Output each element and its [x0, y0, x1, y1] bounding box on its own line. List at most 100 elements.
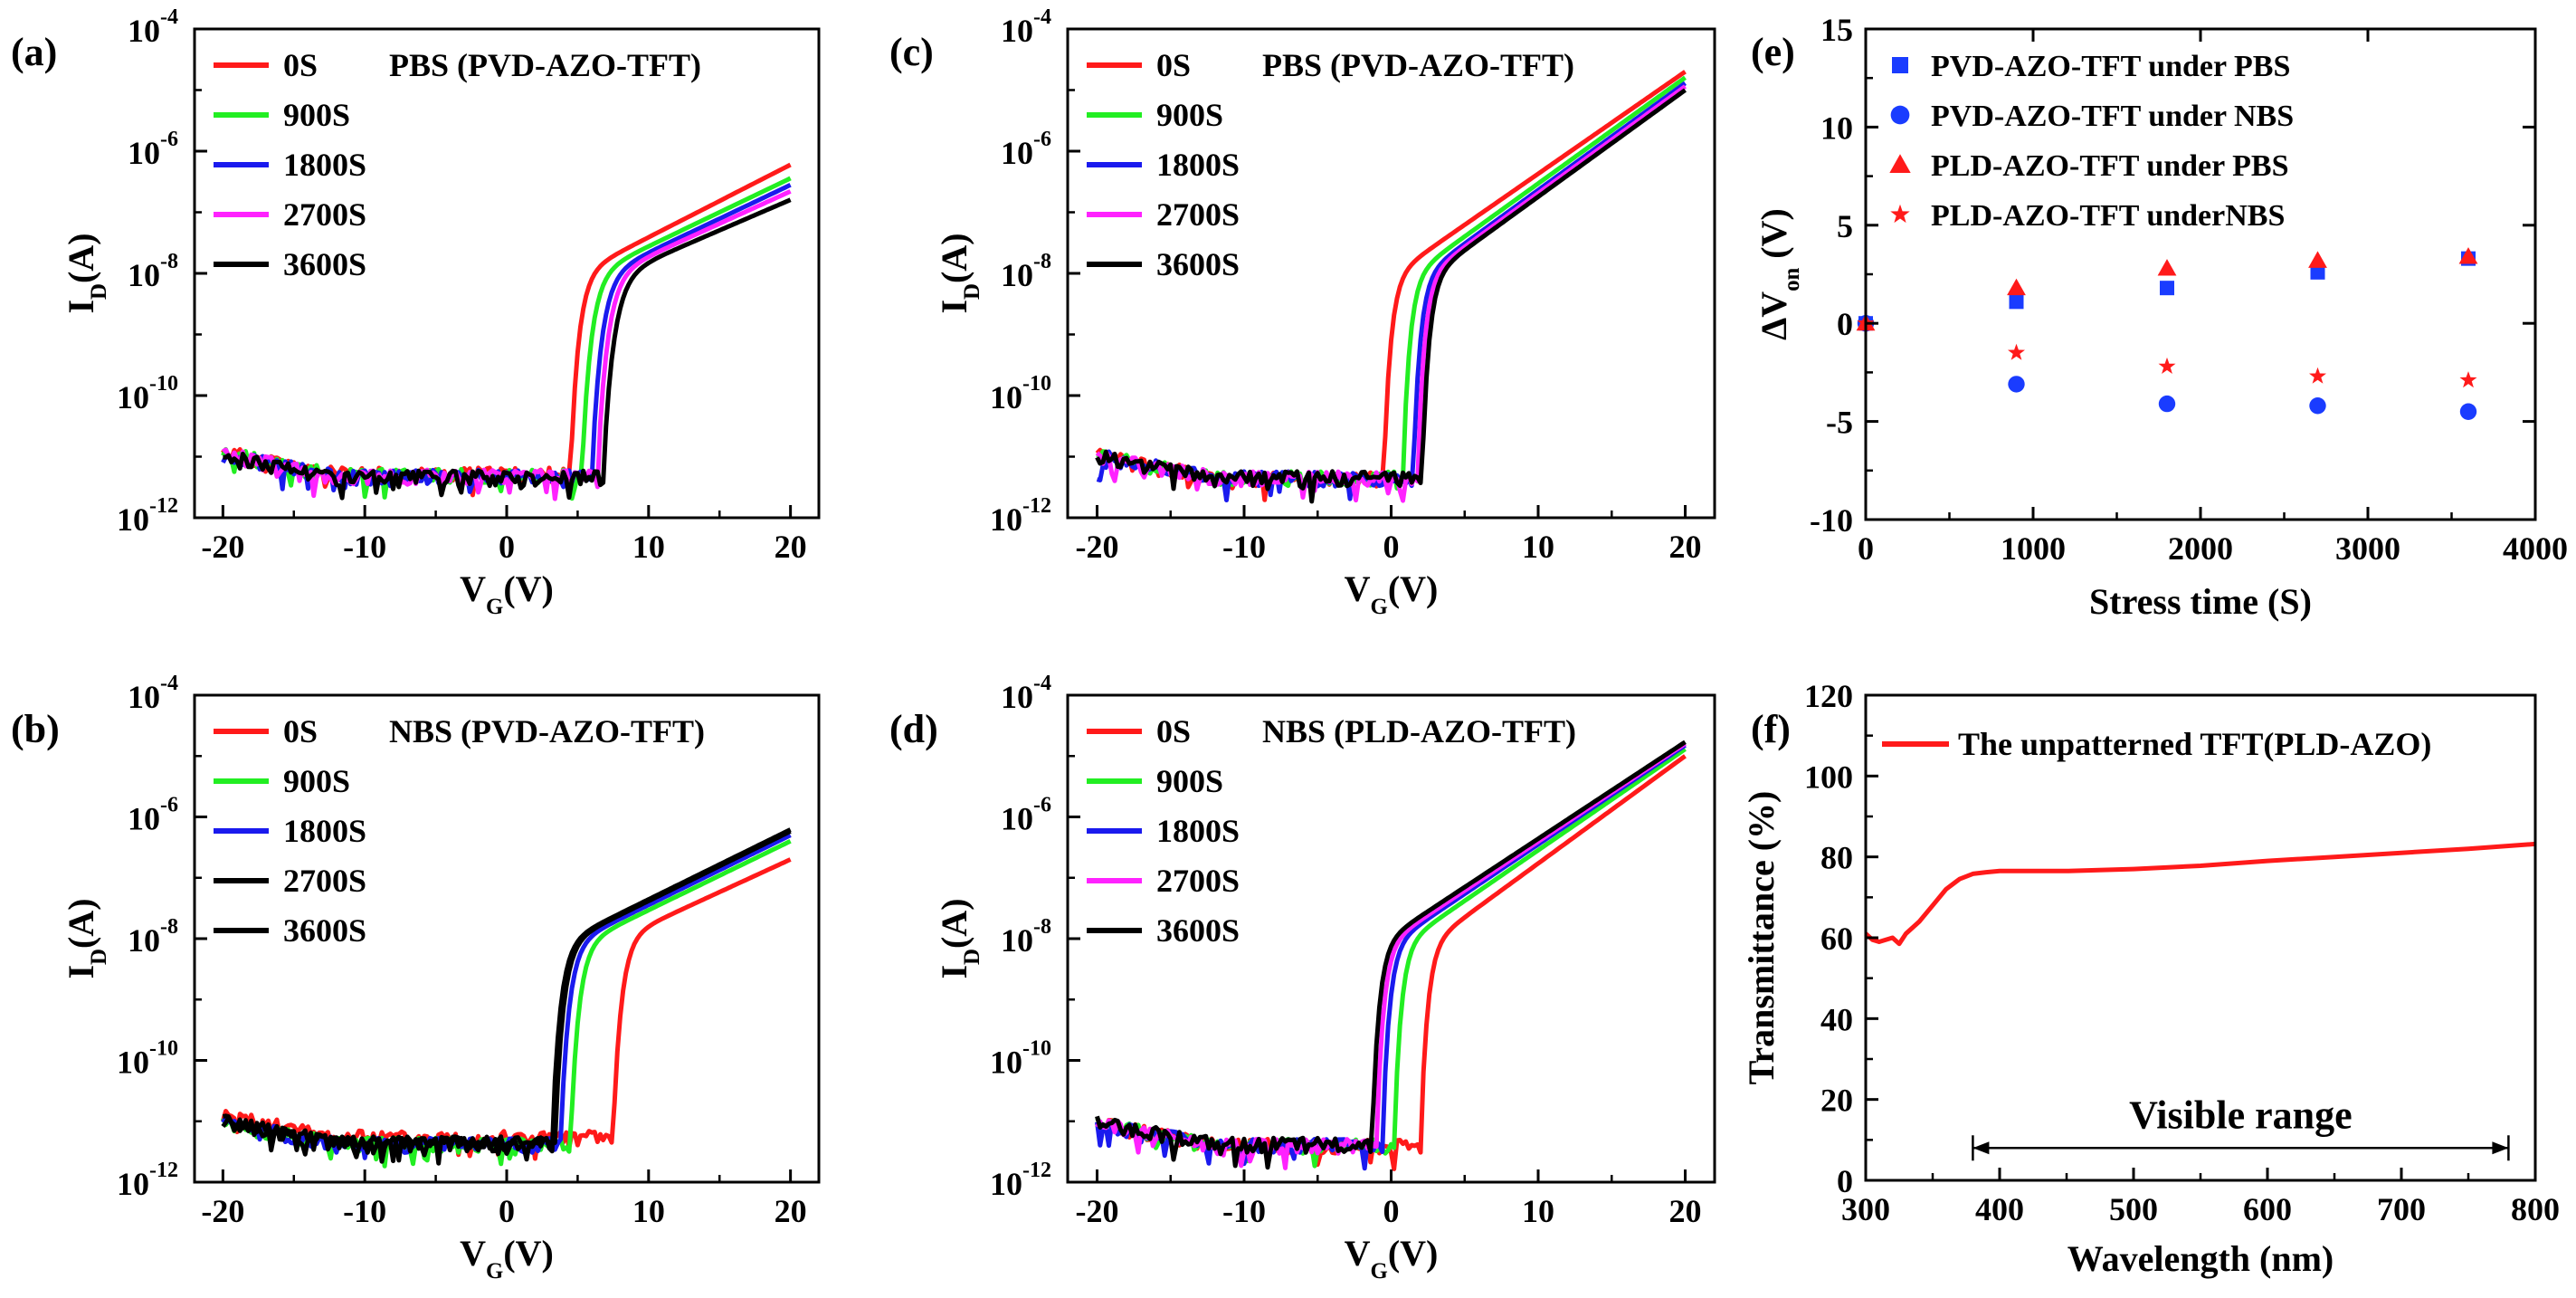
- y-tick-label: 5: [1837, 208, 1853, 244]
- panel-a: -20 -10 0 10 20 10-12 10-10 10-8 10-6 10-4 VG(V) ID…: [11, 5, 821, 619]
- y-tick-label: 10-6: [1001, 128, 1051, 171]
- x-tick-label: -20: [1076, 1193, 1119, 1229]
- panel-d: -20 -10 0 10 20 10-12 10-10 10-8 10-6 10-4 VG(V) ID…: [889, 672, 1716, 1284]
- y-tick-label: 0: [1837, 306, 1853, 342]
- x-tick-label: -10: [343, 529, 386, 565]
- panel-c: -20 -10 0 10 20 10-12 10-10 10-8 10-6 10-4 VG(V) ID…: [889, 5, 1716, 619]
- x-axis-label: Stress time (S): [2089, 581, 2312, 622]
- legend-label: 2700S: [1156, 196, 1240, 233]
- x-tick-label: -10: [1222, 529, 1266, 565]
- legend-label: 900S: [283, 97, 350, 133]
- legend-label: 900S: [1156, 97, 1223, 133]
- marker-triangle: [2308, 251, 2327, 268]
- x-tick-label: 4000: [2503, 530, 2568, 567]
- y-tick-label: 10-12: [117, 494, 178, 538]
- series-line-3600S: [222, 827, 792, 1166]
- series-line-0S: [220, 857, 792, 1161]
- y-tick-label: 10-10: [117, 372, 178, 415]
- series-line-1800S: [1096, 81, 1687, 502]
- legend-label: 1800S: [1156, 147, 1240, 183]
- y-tick-label: 40: [1820, 1001, 1853, 1037]
- panel-e: 0 1000 2000 3000 4000 -10 -5 0 5 10 15 Stress time …: [1751, 12, 2568, 622]
- panel-f: 300 400 500 600 700 800 0 20 40 60 80 100 120 Wavelen…: [1741, 678, 2560, 1279]
- y-tick-label: 0: [1837, 1163, 1853, 1199]
- x-tick-label: 0: [1858, 530, 1874, 567]
- range-annotation-text: Visible range: [2129, 1093, 2352, 1137]
- panel-label: (b): [11, 707, 60, 751]
- range-arrow-left: [1972, 1141, 1990, 1155]
- marker-circle: [1890, 105, 1910, 125]
- x-tick-label: -10: [343, 1193, 386, 1229]
- legend-label: 0S: [283, 713, 318, 749]
- marker-circle: [2459, 403, 2477, 420]
- series-line-3600S: [1095, 88, 1687, 504]
- series-line-900S: [1095, 747, 1687, 1169]
- marker-circle: [2008, 376, 2025, 393]
- x-axis-label: VG(V): [1345, 568, 1439, 619]
- legend-label: PLD-AZO-TFT under PBS: [1931, 149, 2288, 183]
- y-tick-label: 80: [1820, 840, 1853, 876]
- y-tick-label: 10-4: [1001, 672, 1051, 715]
- x-tick-label: 800: [2511, 1191, 2560, 1227]
- y-tick-label: 10-10: [990, 372, 1051, 415]
- marker-triangle: [2007, 278, 2026, 296]
- marker-triangle: [2458, 247, 2478, 264]
- chart-title: PBS (PVD-AZO-TFT): [1262, 47, 1574, 83]
- series-group: [221, 162, 792, 501]
- marker-star: [2008, 343, 2025, 360]
- legend-label: 2700S: [283, 196, 366, 233]
- legend-label: 900S: [283, 763, 350, 799]
- x-tick-label: 0: [499, 1193, 515, 1229]
- legend-label: 3600S: [283, 912, 366, 949]
- x-tick-label: 2000: [2168, 530, 2233, 567]
- panel-label: (d): [889, 707, 938, 751]
- y-tick-label: 10-8: [128, 915, 178, 959]
- y-axis-label: ID(A): [934, 898, 984, 978]
- series-line-3600S: [1095, 740, 1687, 1170]
- x-axis-label: VG(V): [460, 1233, 554, 1284]
- panel-b: -20 -10 0 10 20 10-12 10-10 10-8 10-6 10-4 VG(V) ID…: [11, 672, 821, 1284]
- marker-star: [2309, 367, 2326, 384]
- x-axis-label: VG(V): [1345, 1233, 1439, 1284]
- x-tick-label: 20: [775, 1193, 807, 1229]
- y-tick-label: -5: [1826, 405, 1853, 441]
- legend-label: 1800S: [283, 813, 366, 849]
- marker-square: [2310, 264, 2325, 280]
- legend-label: 1800S: [1156, 813, 1240, 849]
- x-tick-label: 400: [1975, 1191, 2024, 1227]
- x-tick-label: 0: [1383, 529, 1400, 565]
- legend-label: 3600S: [1156, 912, 1240, 949]
- legend-label: 0S: [1156, 713, 1191, 749]
- legend-label: 2700S: [283, 863, 366, 899]
- x-tick-label: 3000: [2335, 530, 2400, 567]
- marker-star: [2158, 357, 2176, 374]
- x-tick-label: 1000: [2001, 530, 2066, 567]
- x-tick-label: 20: [1669, 529, 1702, 565]
- y-axis-label: ID(A): [61, 898, 111, 978]
- y-tick-label: 100: [1804, 759, 1853, 795]
- series-group: [220, 827, 792, 1169]
- x-tick-label: 700: [2377, 1191, 2426, 1227]
- series-group: [1095, 70, 1687, 504]
- marker-star: [2459, 371, 2477, 388]
- x-tick-label: -20: [1076, 529, 1119, 565]
- legend-label: The unpatterned TFT(PLD-AZO): [1958, 726, 2431, 762]
- x-tick-label: -20: [201, 1193, 244, 1229]
- y-tick-label: 10-4: [1001, 5, 1051, 49]
- x-tick-label: -10: [1222, 1193, 1266, 1229]
- y-axis-label: ID(A): [934, 233, 984, 313]
- legend-label: 3600S: [1156, 246, 1240, 282]
- y-tick-label: 10-10: [990, 1037, 1051, 1081]
- y-tick-label: 10: [1820, 110, 1853, 146]
- y-tick-label: 10-8: [128, 250, 178, 293]
- marker-star: [1890, 204, 1910, 224]
- x-tick-label: 0: [499, 529, 515, 565]
- marker-triangle: [2157, 259, 2177, 276]
- panel-label: (a): [11, 30, 57, 74]
- x-tick-label: 0: [1383, 1193, 1400, 1229]
- x-tick-label: 20: [1669, 1193, 1702, 1229]
- y-tick-label: 120: [1804, 678, 1853, 714]
- panel-label: (c): [889, 30, 934, 74]
- y-tick-label: -10: [1810, 502, 1853, 539]
